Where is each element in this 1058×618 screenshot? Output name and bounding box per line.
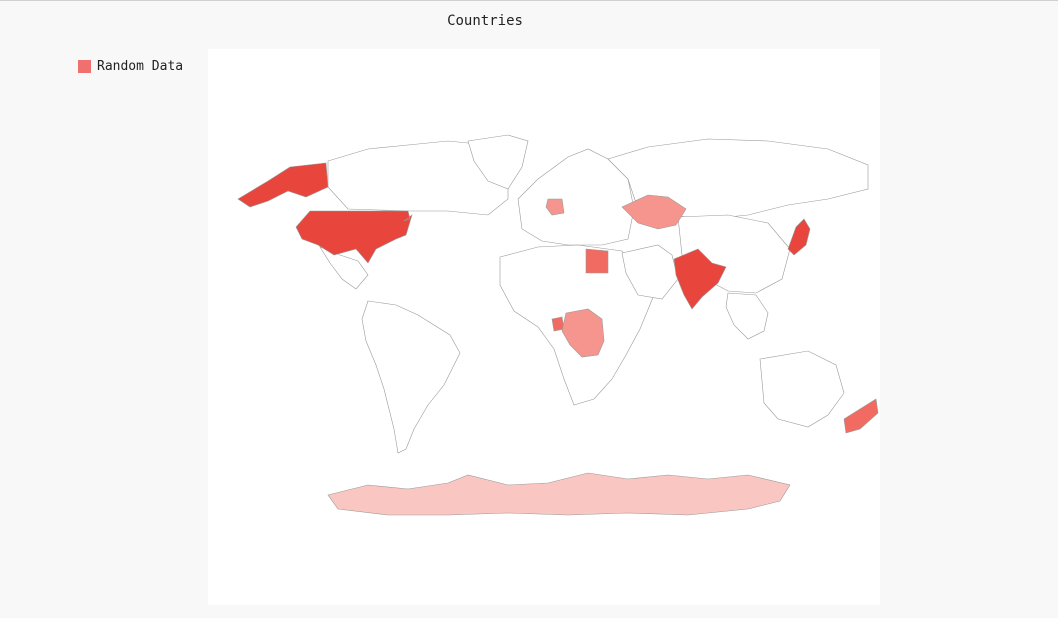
- country-mexico[interactable]: [319, 246, 369, 290]
- country-japan[interactable]: [787, 218, 811, 256]
- country-india[interactable]: [673, 248, 727, 310]
- country-dr-congo[interactable]: [561, 308, 605, 358]
- legend-label: Random Data: [97, 59, 184, 74]
- country-new-zealand[interactable]: [843, 398, 879, 434]
- chart-title: Countries: [447, 13, 523, 29]
- country-greenland[interactable]: [467, 134, 529, 190]
- country-south-america[interactable]: [361, 300, 461, 454]
- country-australia[interactable]: [759, 350, 845, 428]
- country-germany[interactable]: [545, 198, 565, 216]
- country-united-states[interactable]: [295, 210, 413, 264]
- country-kazakhstan[interactable]: [621, 194, 687, 230]
- legend-swatch: [78, 60, 91, 73]
- country-southeast-asia[interactable]: [725, 292, 769, 340]
- country-egypt[interactable]: [585, 248, 609, 274]
- map-plot-area: [208, 49, 880, 605]
- country-middle-east[interactable]: [621, 244, 679, 300]
- country-canada[interactable]: [327, 140, 509, 216]
- legend[interactable]: Random Data: [78, 59, 183, 74]
- country-alaska[interactable]: [237, 162, 329, 208]
- country-antarctica[interactable]: [327, 472, 791, 516]
- world-map: [237, 134, 879, 516]
